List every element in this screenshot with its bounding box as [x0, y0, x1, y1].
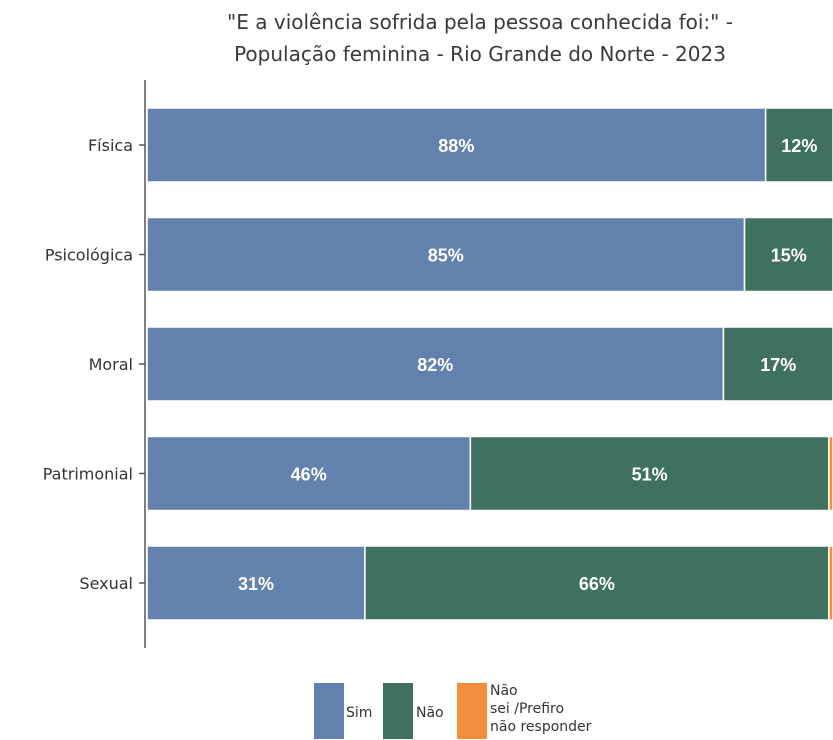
category-label: Física — [88, 136, 133, 155]
data-label: 85% — [428, 246, 464, 266]
category-label: Psicológica — [45, 246, 133, 265]
legend-key-nao — [383, 683, 413, 739]
data-label: 82% — [417, 355, 453, 375]
bar-segment — [364, 545, 830, 621]
bar-segment — [722, 326, 833, 402]
data-label: 12% — [781, 136, 817, 156]
legend-label-nao: Não — [416, 705, 444, 721]
bar-segment — [764, 107, 833, 183]
category-label: Sexual — [79, 574, 133, 593]
data-label: 51% — [632, 465, 668, 485]
data-label: 46% — [291, 465, 327, 485]
bar-segment — [828, 435, 833, 512]
legend-label-nao-sei-line-2: sei /Prefiro — [490, 701, 565, 717]
stacked-bar-chart: Física 88% 12% Psicológica 85% 15% Moral 82% 17%… — [43, 80, 833, 648]
data-label: 17% — [760, 355, 796, 375]
bar-segment — [743, 216, 833, 293]
legend-label-sim: Sim — [346, 705, 373, 721]
chart-title-line-2: População feminina - Rio Grande do Norte… — [234, 42, 726, 66]
legend-label-nao-sei-line-1: Não — [490, 683, 518, 699]
bar-segment — [146, 435, 472, 512]
category-label: Moral — [89, 355, 133, 374]
legend-key-sim — [314, 683, 344, 739]
data-label: 88% — [438, 136, 474, 156]
legend-label-nao-sei-line-3: não responder — [490, 719, 592, 735]
legend-key-nao-sei — [457, 683, 487, 739]
bar-segment — [469, 435, 830, 512]
bar-segment — [828, 545, 833, 621]
data-label: 66% — [579, 574, 615, 594]
category-label: Patrimonial — [43, 465, 133, 484]
data-label: 15% — [771, 246, 807, 266]
chart-title-line-1: "E a violência sofrida pela pessoa conhe… — [227, 10, 733, 34]
bar-segment — [146, 216, 746, 293]
legend: Sim Não Não sei /Prefiro não responder — [0, 683, 833, 740]
data-label: 31% — [238, 574, 274, 594]
bar-segment — [146, 107, 767, 183]
